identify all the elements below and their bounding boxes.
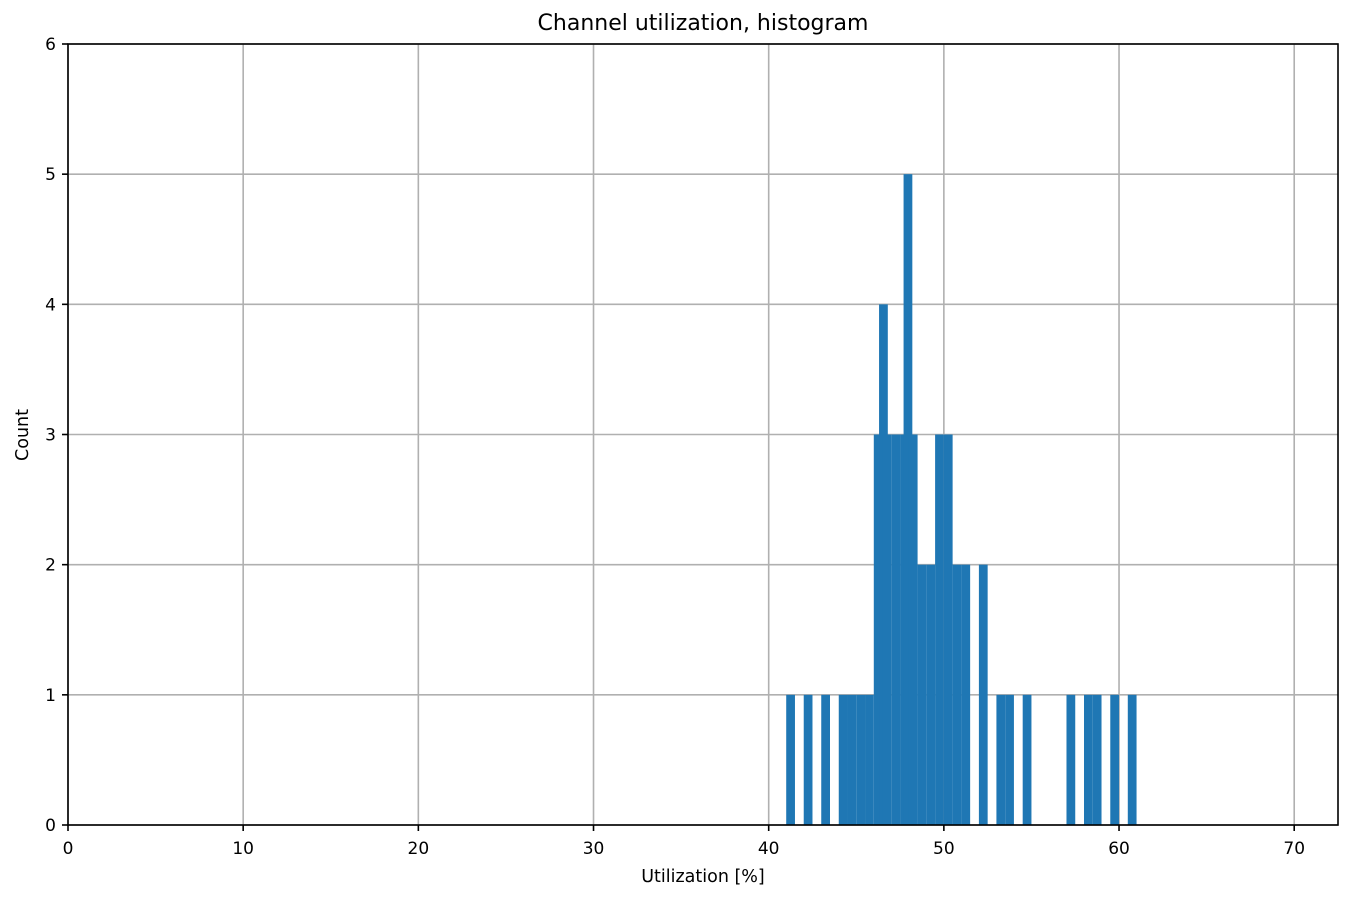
histogram-bar [856,694,866,825]
histogram-bar [891,434,901,825]
histogram-bar [1084,694,1093,825]
histogram-bar [803,694,813,825]
y-tick-label: 2 [45,556,56,576]
y-tick-label: 3 [45,426,56,446]
x-tick-label: 70 [1283,839,1305,859]
histogram-bar [786,694,795,825]
histogram-bar [847,694,857,825]
histogram-bars [786,174,1137,825]
histogram-bar [873,434,883,825]
x-axis-label: Utilization [%] [641,867,765,887]
y-tick-label: 6 [45,35,56,55]
x-tick-label: 30 [583,839,605,859]
histogram-bar [1127,694,1137,825]
histogram-bar [882,434,892,825]
y-tick-label: 1 [45,686,56,706]
histogram-bar [961,564,971,825]
histogram-bar [996,694,1006,825]
x-tick-label: 20 [408,839,430,859]
histogram-bar [903,174,913,825]
histogram-bar [917,564,927,825]
histogram-bar [1022,694,1032,825]
x-tick-label: 40 [758,839,780,859]
y-axis-ticks: 0 1 2 3 4 5 6 [45,35,68,836]
histogram-bar [1092,694,1102,825]
y-tick-label: 4 [45,295,56,315]
histogram-bar [935,434,944,825]
y-tick-label: 5 [45,165,56,185]
histogram-bar [943,434,953,825]
histogram-bar [1066,694,1076,825]
x-tick-label: 50 [933,839,955,859]
x-axis-ticks: 0 10 20 30 40 50 60 70 [63,825,1305,859]
x-tick-label: 60 [1108,839,1130,859]
histogram-bar [838,694,848,825]
histogram-bar [952,564,962,825]
histogram-bar [821,694,830,825]
x-tick-label: 10 [232,839,254,859]
histogram-bar [865,694,874,825]
histogram-bar [908,434,918,825]
histogram-bar [978,564,988,825]
histogram-bar [1005,694,1014,825]
grid-lines [67,43,1338,826]
histogram-bar [1110,694,1120,825]
x-tick-label: 0 [63,839,74,859]
y-axis-label: Count [13,409,33,461]
chart-title: Channel utilization, histogram [538,11,869,36]
histogram-bar [926,564,936,825]
y-tick-label: 0 [45,816,56,836]
